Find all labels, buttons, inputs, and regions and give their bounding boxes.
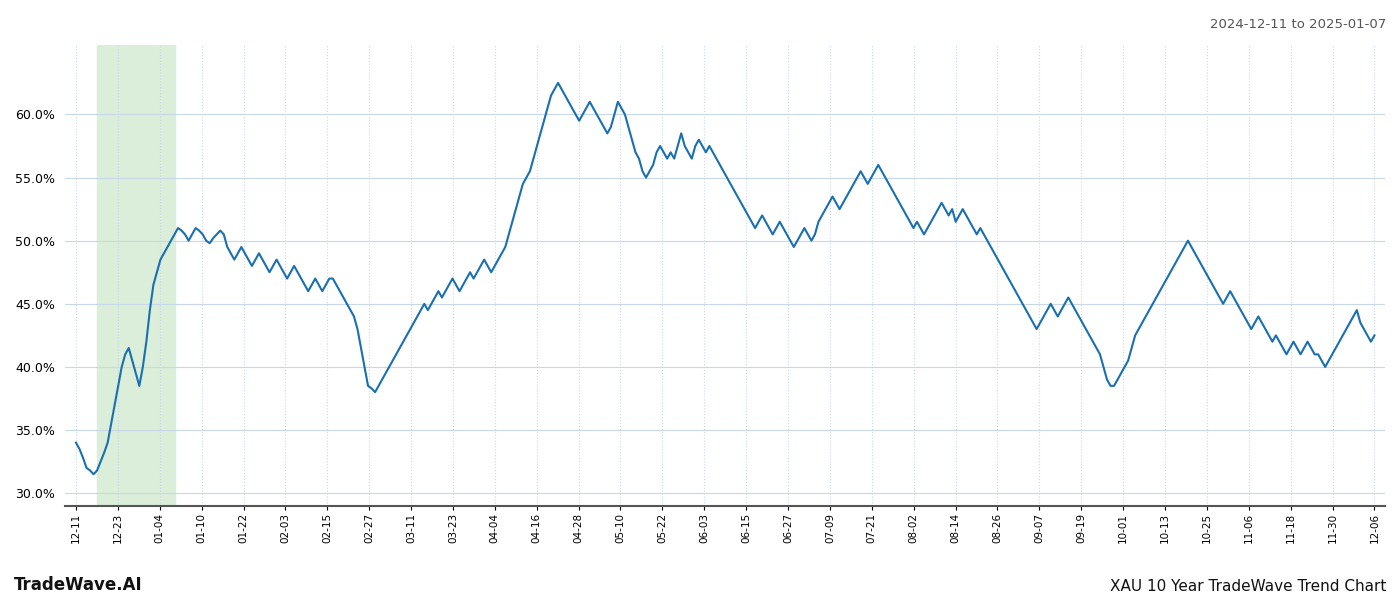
- Text: XAU 10 Year TradeWave Trend Chart: XAU 10 Year TradeWave Trend Chart: [1110, 579, 1386, 594]
- Text: 2024-12-11 to 2025-01-07: 2024-12-11 to 2025-01-07: [1210, 18, 1386, 31]
- Text: TradeWave.AI: TradeWave.AI: [14, 576, 143, 594]
- Bar: [97, 45, 175, 506]
